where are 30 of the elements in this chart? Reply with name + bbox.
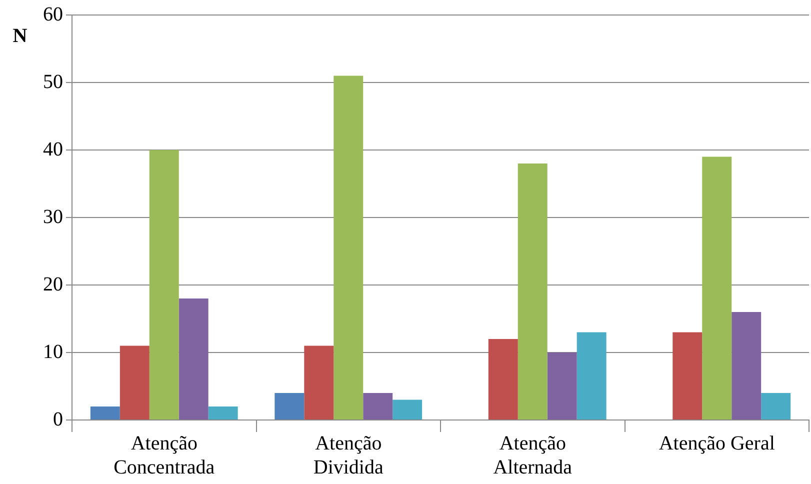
bar — [178, 298, 208, 420]
bar — [334, 76, 364, 420]
bar — [208, 406, 238, 420]
x-tick-label: Atenção Dividida — [313, 432, 384, 478]
bar — [120, 346, 150, 420]
y-tick-label: 60 — [43, 3, 63, 26]
bar — [547, 352, 577, 420]
x-tick-label: Atenção Geral — [658, 432, 776, 454]
bar — [702, 156, 732, 420]
bar — [274, 393, 304, 420]
bar — [672, 332, 702, 420]
bar — [304, 346, 334, 420]
y-tick-label: 0 — [53, 408, 63, 430]
y-tick-label: 30 — [43, 206, 63, 228]
y-axis-title: N — [12, 25, 28, 48]
bar — [363, 393, 393, 420]
bar — [149, 150, 179, 420]
y-tick-label: 50 — [43, 70, 63, 93]
y-tick-label: 40 — [43, 138, 63, 160]
x-tick-label: Atenção Concentrada — [114, 432, 215, 478]
bar — [488, 339, 518, 420]
bar — [732, 312, 762, 420]
x-tick-label: Atenção Alternada — [493, 432, 572, 478]
y-tick-label: 10 — [43, 340, 63, 363]
bar — [90, 406, 120, 420]
bar — [576, 332, 606, 420]
bar — [392, 400, 422, 420]
bar — [761, 393, 791, 420]
y-tick-label: 20 — [43, 273, 63, 296]
bar — [518, 164, 548, 420]
